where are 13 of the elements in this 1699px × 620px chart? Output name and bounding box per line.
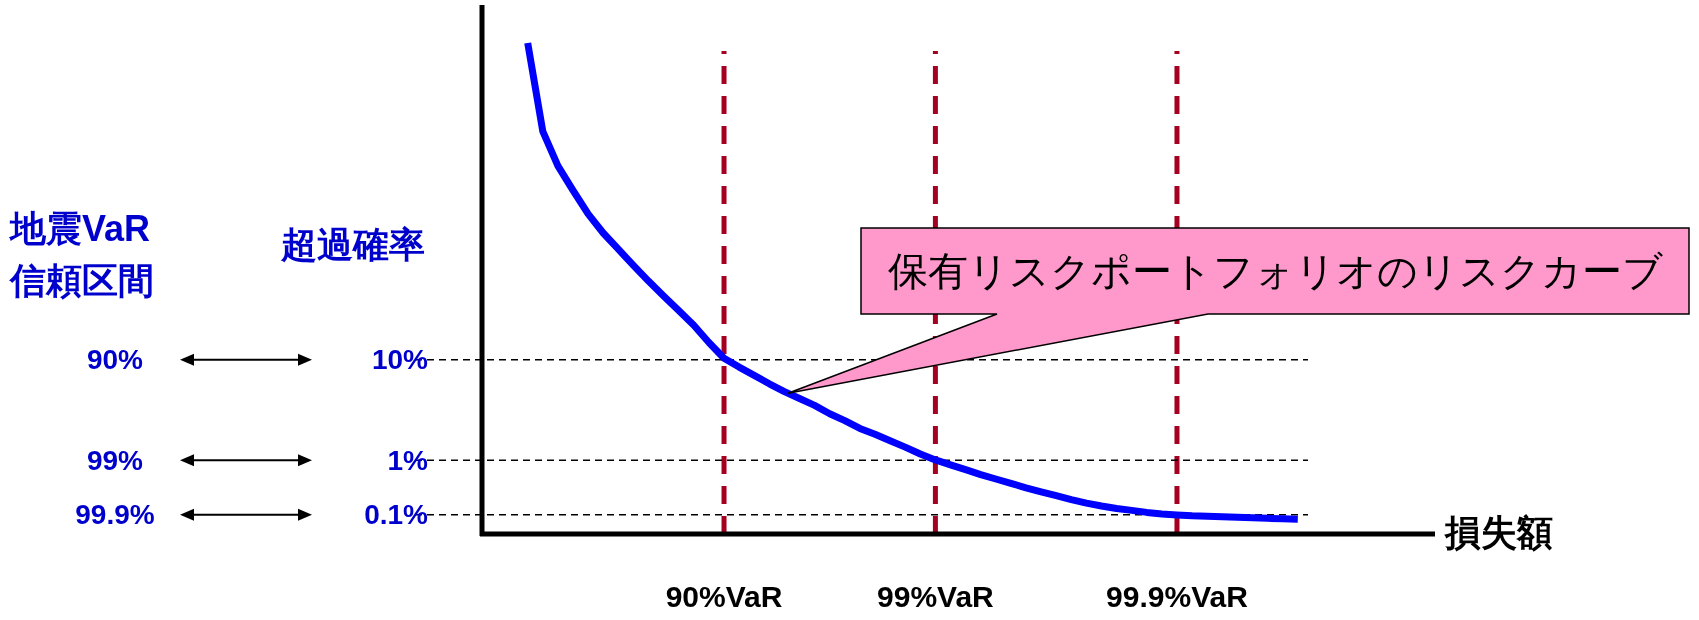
x-tick-label: 99%VaR — [877, 579, 995, 613]
annotation: 保有リスクポートフォリオのリスクカーブ — [887, 249, 1663, 293]
text: 1% — [387, 444, 429, 476]
x-tick-label: 99.9%VaR — [1106, 579, 1249, 613]
text: 99% — [86, 444, 144, 476]
y-axis-title: 超過確率 — [280, 223, 425, 265]
x-tick-label: 90%VaR — [665, 579, 783, 613]
text: 10% — [371, 344, 429, 376]
text: 0.1% — [364, 499, 429, 531]
x-axis-title: 損失額 — [1444, 511, 1553, 553]
text: 地震VaR 信頼区間 — [8, 207, 154, 301]
text: 90% — [86, 344, 144, 376]
text: 99.9% — [75, 499, 155, 531]
